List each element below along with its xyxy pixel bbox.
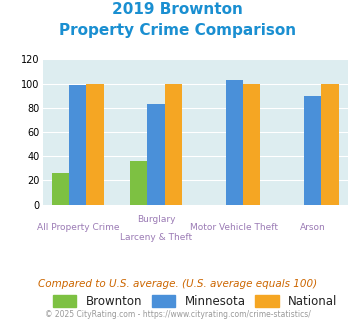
- Bar: [147, 104, 165, 205]
- Bar: [226, 80, 243, 205]
- Text: Compared to U.S. average. (U.S. average equals 100): Compared to U.S. average. (U.S. average …: [38, 279, 317, 289]
- Bar: [304, 96, 321, 205]
- Bar: [321, 83, 339, 205]
- Text: All Property Crime: All Property Crime: [37, 223, 119, 232]
- Text: Arson: Arson: [300, 223, 326, 232]
- Bar: [69, 85, 86, 205]
- Text: © 2025 CityRating.com - https://www.cityrating.com/crime-statistics/: © 2025 CityRating.com - https://www.city…: [45, 310, 310, 319]
- Text: Larceny & Theft: Larceny & Theft: [120, 233, 192, 242]
- Text: Motor Vehicle Theft: Motor Vehicle Theft: [190, 223, 278, 232]
- Bar: [52, 173, 69, 205]
- Bar: [130, 161, 147, 205]
- Bar: [165, 83, 182, 205]
- Text: Burglary: Burglary: [137, 214, 175, 223]
- Bar: [243, 83, 260, 205]
- Bar: [86, 83, 104, 205]
- Legend: Brownton, Minnesota, National: Brownton, Minnesota, National: [48, 290, 343, 313]
- Text: 2019 Brownton: 2019 Brownton: [112, 2, 243, 16]
- Text: Property Crime Comparison: Property Crime Comparison: [59, 23, 296, 38]
